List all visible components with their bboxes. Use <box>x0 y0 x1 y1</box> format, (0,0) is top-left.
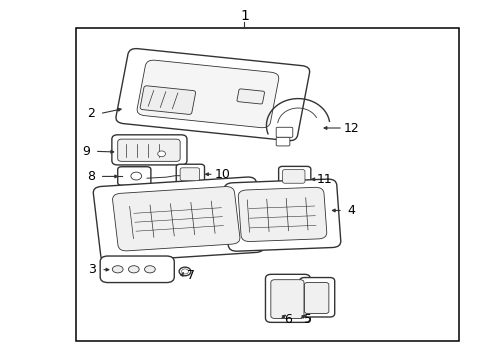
FancyBboxPatch shape <box>137 60 278 128</box>
Text: 7: 7 <box>186 269 194 282</box>
Ellipse shape <box>131 172 142 180</box>
Ellipse shape <box>179 267 190 276</box>
Text: 8: 8 <box>87 170 95 183</box>
FancyBboxPatch shape <box>276 127 292 137</box>
Ellipse shape <box>158 151 165 157</box>
FancyBboxPatch shape <box>304 283 328 314</box>
FancyBboxPatch shape <box>176 164 204 184</box>
Text: 6: 6 <box>284 313 292 327</box>
FancyBboxPatch shape <box>112 135 186 165</box>
FancyBboxPatch shape <box>278 166 310 186</box>
FancyBboxPatch shape <box>299 278 334 317</box>
Ellipse shape <box>128 266 139 273</box>
Text: 3: 3 <box>88 263 96 276</box>
Text: 11: 11 <box>316 173 332 186</box>
FancyBboxPatch shape <box>118 167 151 185</box>
FancyBboxPatch shape <box>140 86 195 114</box>
Text: 9: 9 <box>82 145 90 158</box>
Text: 2: 2 <box>87 107 95 120</box>
FancyBboxPatch shape <box>224 179 340 251</box>
FancyBboxPatch shape <box>276 137 289 146</box>
Bar <box>76 28 458 341</box>
Ellipse shape <box>181 269 188 274</box>
Text: 5: 5 <box>303 313 311 327</box>
FancyBboxPatch shape <box>118 139 180 161</box>
Text: 4: 4 <box>347 204 355 217</box>
FancyBboxPatch shape <box>100 256 174 283</box>
Ellipse shape <box>144 266 155 273</box>
FancyBboxPatch shape <box>282 170 305 183</box>
FancyBboxPatch shape <box>116 49 309 141</box>
FancyBboxPatch shape <box>180 168 199 181</box>
FancyBboxPatch shape <box>270 280 304 319</box>
Ellipse shape <box>112 266 123 273</box>
FancyBboxPatch shape <box>93 177 264 262</box>
Text: 12: 12 <box>343 122 359 135</box>
FancyBboxPatch shape <box>112 186 240 251</box>
Text: 1: 1 <box>240 9 248 23</box>
FancyBboxPatch shape <box>237 89 264 104</box>
FancyBboxPatch shape <box>265 274 310 322</box>
FancyBboxPatch shape <box>238 187 326 242</box>
Text: 10: 10 <box>214 168 230 181</box>
